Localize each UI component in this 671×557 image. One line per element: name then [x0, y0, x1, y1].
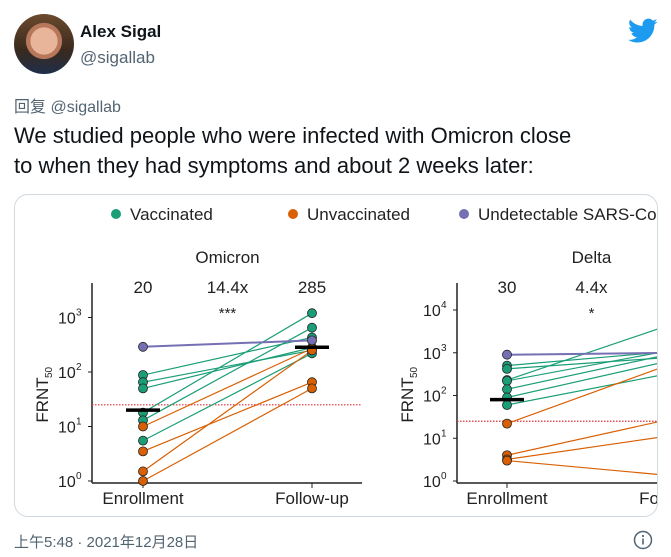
y-axis-label-subscript: 50 — [409, 366, 420, 378]
y-tick-label: 10 — [58, 420, 76, 437]
paired-line — [142, 339, 313, 348]
data-point — [138, 446, 148, 457]
geometric-mean-label: 20 — [134, 278, 153, 297]
y-tick-label: 10 — [58, 365, 76, 382]
info-icon[interactable] — [633, 530, 653, 550]
x-tick-label: Enrollment — [102, 489, 184, 508]
data-point — [307, 308, 317, 319]
data-point — [138, 383, 148, 394]
legend-marker — [111, 209, 121, 219]
data-point — [502, 363, 512, 374]
panel-title: Delta — [572, 248, 612, 267]
geometric-mean-label: 30 — [498, 278, 517, 297]
paired-line — [506, 363, 657, 399]
paired-line — [142, 349, 313, 383]
y-tick-label: 10 — [423, 346, 441, 363]
media-card[interactable]: Vaccinated Unvaccinated Undetectable SARS-… — [14, 194, 658, 517]
data-point — [138, 421, 148, 432]
panel-title: Omicron — [195, 248, 259, 267]
paired-line — [142, 381, 313, 452]
y-tick-exponent: 3 — [76, 308, 82, 319]
data-point — [307, 383, 317, 394]
y-tick-label: 10 — [423, 303, 441, 320]
data-point — [138, 341, 148, 352]
data-point — [502, 455, 512, 466]
data-point — [138, 435, 148, 446]
paired-line — [506, 351, 657, 356]
author-handle[interactable]: @sigallab — [80, 48, 155, 67]
data-point — [307, 322, 317, 333]
legend-label: Vaccinated — [130, 205, 213, 224]
significance-label: *** — [219, 305, 237, 322]
paired-line — [506, 460, 657, 475]
paired-line — [142, 347, 313, 428]
y-axis-label: FRNT — [33, 377, 52, 422]
y-tick-exponent: 1 — [76, 417, 82, 428]
chart-figure: Vaccinated Unvaccinated Undetectable SARS-… — [33, 205, 658, 508]
paired-line — [142, 312, 313, 414]
y-tick-label: 10 — [58, 311, 76, 328]
x-tick-label: Enrollment — [466, 489, 548, 508]
paired-line — [506, 421, 657, 456]
y-tick-exponent: 3 — [441, 343, 447, 354]
data-point — [502, 384, 512, 395]
data-point — [502, 375, 512, 386]
data-point — [138, 466, 148, 477]
tweet-text-line: We studied people who were infected with… — [14, 123, 572, 148]
paired-line — [506, 437, 657, 460]
y-tick-label: 10 — [423, 431, 441, 448]
fold-change-label: 4.4x — [575, 278, 608, 297]
paired-line — [506, 375, 657, 406]
author-name[interactable]: Alex Sigal — [80, 22, 162, 41]
geometric-mean-label: 285 — [298, 278, 326, 297]
paired-line — [506, 328, 657, 381]
paired-line — [506, 352, 657, 382]
y-tick-exponent: 4 — [441, 300, 447, 311]
y-tick-label: 10 — [423, 389, 441, 406]
y-tick-label: 10 — [423, 474, 441, 491]
paired-line — [142, 327, 313, 421]
legend-marker — [459, 209, 469, 219]
y-axis-label-subscript: 50 — [44, 366, 55, 378]
x-tick-label: Follow-up — [639, 489, 658, 508]
twitter-bird-icon[interactable] — [628, 18, 658, 44]
legend-label: Unvaccinated — [307, 205, 410, 224]
legend-marker — [288, 209, 298, 219]
paired-line — [142, 387, 313, 482]
paired-line — [506, 368, 657, 425]
data-point — [502, 400, 512, 410]
timestamp[interactable]: 上午5:48 · 2021年12月28日 — [14, 534, 199, 551]
y-axis-label: FRNT — [398, 377, 417, 422]
significance-label: * — [589, 305, 595, 322]
avatar[interactable] — [14, 14, 74, 74]
data-point — [307, 335, 317, 346]
y-tick-label: 10 — [58, 474, 76, 491]
paired-line — [142, 352, 313, 442]
x-tick-label: Follow-up — [275, 489, 349, 508]
y-tick-exponent: 2 — [441, 386, 447, 397]
tweet-text: We studied people who were infected with… — [14, 121, 664, 181]
paired-line — [142, 347, 313, 389]
y-tick-exponent: 1 — [441, 428, 447, 439]
paired-line — [142, 349, 313, 472]
data-point — [502, 349, 512, 360]
tweet-text-line: to when they had symptoms and about 2 we… — [14, 153, 534, 178]
legend-label: Undetectable SARS-Co — [478, 205, 657, 224]
data-point — [138, 476, 148, 486]
y-tick-exponent: 0 — [441, 471, 447, 482]
paired-line — [506, 356, 657, 390]
reply-to-label[interactable]: 回复 @sigallab — [14, 99, 121, 116]
fold-change-label: 14.4x — [207, 278, 249, 297]
y-tick-exponent: 2 — [76, 362, 82, 373]
data-point — [502, 418, 512, 429]
y-tick-exponent: 0 — [76, 471, 82, 482]
